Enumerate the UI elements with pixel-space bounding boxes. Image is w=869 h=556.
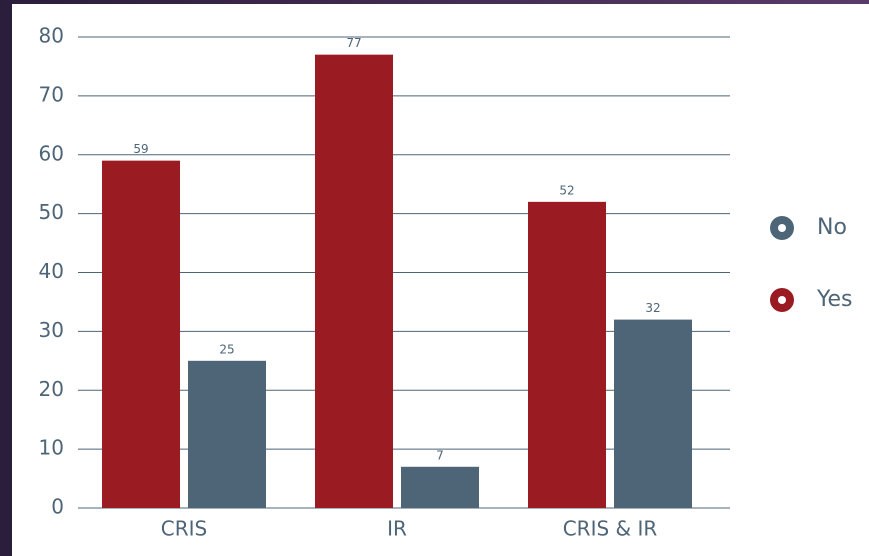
value-label: 52	[559, 183, 574, 197]
bar	[315, 54, 393, 508]
value-label: 59	[133, 142, 148, 156]
y-tick-label: 20	[39, 377, 64, 401]
value-label: 7	[436, 448, 444, 462]
y-tick-label: 80	[39, 24, 64, 48]
frame-top	[0, 0, 869, 4]
legend-marker-dot	[778, 296, 786, 304]
x-tick-label: CRIS	[161, 517, 207, 541]
y-tick-label: 10	[39, 436, 64, 460]
frame-left	[0, 0, 12, 556]
y-tick-label: 60	[39, 141, 64, 165]
bar	[528, 201, 606, 508]
y-tick-label: 50	[39, 200, 64, 224]
y-tick-label: 70	[39, 82, 64, 106]
value-label: 25	[219, 342, 234, 356]
bar	[614, 319, 692, 508]
y-tick-label: 30	[39, 318, 64, 342]
bar	[401, 466, 479, 508]
bar	[102, 160, 180, 508]
x-tick-label: CRIS & IR	[563, 517, 658, 541]
y-tick-label: 40	[39, 259, 64, 283]
x-tick-label: IR	[387, 517, 407, 541]
legend-marker-dot	[778, 224, 786, 232]
value-label: 32	[645, 301, 660, 315]
value-label: 77	[346, 36, 361, 50]
bar	[188, 360, 266, 508]
legend-label: Yes	[816, 287, 853, 312]
y-tick-label: 0	[51, 495, 64, 519]
legend-label: No	[817, 215, 847, 240]
